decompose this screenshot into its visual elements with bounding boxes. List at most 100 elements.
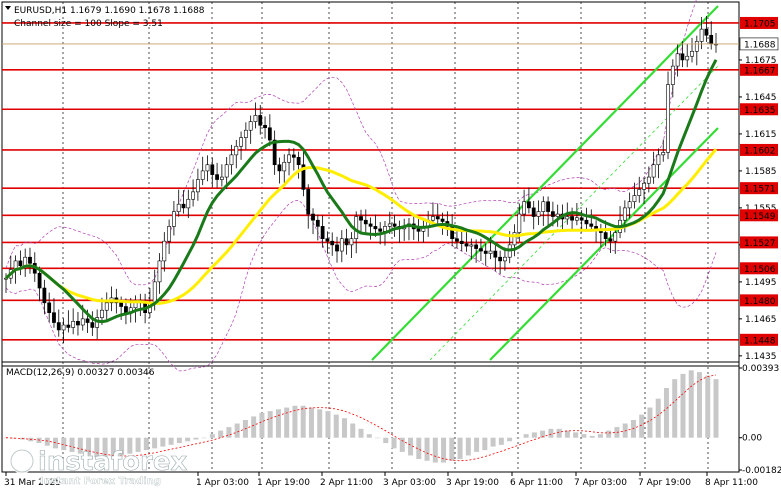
macd-bar-72 — [597, 434, 603, 438]
candle-body-137 — [661, 152, 666, 156]
macd-scale-0: 0.00393 — [742, 364, 779, 374]
candle-body-72 — [349, 238, 354, 246]
macd-bar-52 — [432, 437, 438, 463]
level-label-bg-4 — [740, 182, 778, 195]
macd-bar-15 — [127, 437, 133, 454]
candle-body-140 — [675, 53, 680, 67]
time-label-6: 6 Apr 11:00 — [510, 478, 563, 488]
candle-body-97 — [469, 244, 474, 247]
macd-bar-69 — [573, 432, 579, 438]
macd-bar-68 — [564, 430, 570, 438]
level-label-2: 1.1635 — [744, 106, 776, 116]
support-resistance-levels — [2, 22, 739, 341]
candle-body-135 — [651, 164, 656, 178]
macd-bar-66 — [548, 428, 554, 438]
macd-bar-85 — [705, 375, 711, 438]
candle-body-56 — [272, 139, 277, 166]
candle-body-7 — [37, 272, 42, 289]
macd-scale-1: 0.00 — [742, 434, 762, 444]
candle-body-136 — [656, 154, 661, 166]
candle-body-102 — [493, 250, 498, 258]
candle-body-122 — [589, 223, 594, 227]
price-tick-label-6: 1.1495 — [745, 278, 777, 288]
level-label-bg-2 — [740, 103, 778, 116]
macd-bar-5 — [44, 437, 50, 446]
candle-body-142 — [685, 55, 690, 61]
level-label-bg-7 — [740, 262, 778, 275]
candle-body-125 — [603, 232, 608, 240]
candlesticks — [4, 15, 718, 343]
macd-signal-line — [5, 374, 717, 462]
candle-body-146 — [704, 28, 709, 36]
macd-bar-27 — [226, 427, 232, 438]
macd-bar-7 — [61, 437, 67, 451]
candle-body-115 — [555, 213, 560, 217]
macd-bar-63 — [523, 434, 529, 438]
candle-body-64 — [311, 213, 315, 221]
channel-lower — [489, 127, 719, 361]
candle-body-57 — [277, 164, 282, 172]
ma-slow-line — [4, 148, 718, 305]
candle-body-101 — [488, 250, 493, 254]
candle-body-80 — [387, 223, 392, 227]
candle-body-18 — [90, 322, 95, 328]
level-label-5: 1.1549 — [744, 212, 776, 222]
candle-body-112 — [541, 201, 546, 212]
macd-bar-31 — [259, 412, 265, 438]
candle-body-58 — [282, 161, 287, 172]
candle-body-45 — [219, 176, 224, 180]
candle-body-8 — [42, 287, 47, 304]
macd-label: MACD(12,26,9) 0.00327 0.00346 — [6, 368, 155, 378]
price-axis: 1.16751.16451.16151.15851.15551.15251.14… — [739, 56, 777, 362]
macd-bar-53 — [441, 437, 447, 463]
candle-body-78 — [378, 228, 383, 232]
candle-body-69 — [335, 244, 339, 252]
macd-bar-58 — [482, 437, 488, 451]
channel-upper — [371, 5, 719, 361]
candle-body-86 — [416, 228, 421, 232]
macd-bar-40 — [333, 414, 339, 438]
candle-body-67 — [325, 238, 330, 242]
price-tick-label-0: 1.1675 — [745, 56, 777, 66]
macd-scale-2: -0.00182 — [742, 466, 781, 476]
candle-body-127 — [613, 232, 618, 242]
time-label-1: 1 Apr 03:00 — [196, 478, 249, 488]
candle-body-59 — [287, 154, 291, 163]
macd-bar-82 — [680, 373, 686, 438]
macd-bar-28 — [234, 423, 240, 438]
level-label-bg-5 — [740, 209, 778, 222]
macd-bar-19 — [160, 437, 166, 447]
candle-body-36 — [176, 203, 181, 212]
macd-bar-42 — [350, 423, 356, 438]
candle-body-11 — [56, 322, 61, 331]
candle-body-21 — [104, 302, 109, 311]
macd-bar-12 — [102, 437, 108, 458]
macd-bar-64 — [531, 432, 537, 438]
macd-bar-45 — [375, 437, 381, 439]
candle-body-15 — [76, 321, 80, 326]
level-label-3: 1.1602 — [744, 146, 776, 156]
candle-body-108 — [522, 201, 527, 215]
candle-body-49 — [239, 137, 243, 147]
candle-body-32 — [157, 260, 162, 283]
candle-body-145 — [699, 28, 704, 42]
dropdown-arrow-icon[interactable] — [5, 6, 11, 10]
macd-bar-57 — [474, 437, 480, 452]
candle-body-35 — [172, 211, 176, 227]
macd-bar-13 — [110, 437, 116, 458]
candle-body-68 — [330, 240, 335, 246]
candle-body-50 — [243, 129, 248, 138]
candle-body-55 — [267, 127, 272, 141]
macd-pane: 0.00393 0.00 -0.00182 — [3, 364, 781, 476]
candle-body-62 — [301, 164, 306, 190]
macd-bar-24 — [201, 437, 207, 439]
candle-body-76 — [368, 223, 373, 227]
candle-body-39 — [191, 191, 195, 200]
price-tick-label-2: 1.1615 — [745, 130, 777, 140]
macd-bar-77 — [639, 414, 645, 438]
candle-body-38 — [186, 198, 191, 209]
current-price-label: 1.1688 — [744, 40, 776, 50]
candle-body-4 — [23, 256, 28, 267]
